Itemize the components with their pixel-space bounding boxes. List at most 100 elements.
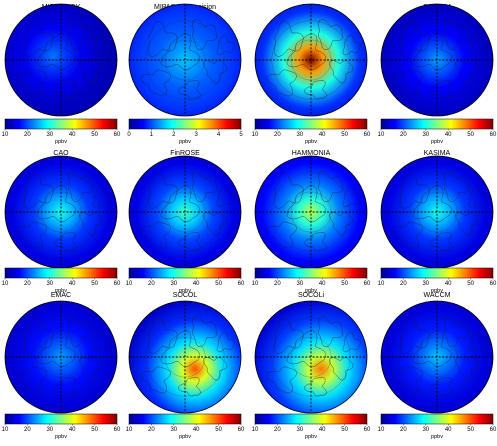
colorbar-tick-label: 10 bbox=[2, 132, 9, 138]
colorbar-tick-label: 30 bbox=[422, 132, 429, 138]
colorbar-tick-label: 60 bbox=[114, 427, 121, 433]
colorbar-tick-label: 60 bbox=[490, 281, 497, 287]
panel-3: B2dM102030405060ppbv bbox=[252, 3, 371, 145]
colorbar bbox=[4, 118, 118, 130]
colorbar-tick-label: 50 bbox=[91, 132, 98, 138]
colorbar-tick-label: 50 bbox=[91, 281, 98, 287]
colorbar bbox=[128, 118, 242, 130]
colorbar-tick-label: 5 bbox=[239, 132, 243, 138]
colorbar-tick-label: 30 bbox=[296, 427, 303, 433]
panel-title: KASIMA bbox=[424, 150, 451, 157]
colorbar-unit-label: ppbv bbox=[179, 288, 191, 294]
colorbar-tick-label: 60 bbox=[490, 427, 497, 433]
colorbar-tick-label: 40 bbox=[445, 281, 452, 287]
colorbar-tick-label: 50 bbox=[215, 281, 222, 287]
panel-9: EMAC 10 20 30 40 50 60 ppbv bbox=[2, 292, 121, 440]
panel-8: KASIMA 10 20 30 40 50 60 ppbv bbox=[378, 150, 497, 294]
colorbar-tick-label: 10 bbox=[378, 427, 385, 433]
colorbar-tick-label: 30 bbox=[46, 132, 53, 138]
colorbar-tick-label: 1 bbox=[150, 132, 154, 138]
colorbar-tick-label: 30 bbox=[422, 281, 429, 287]
colorbar-tick-label: 30 bbox=[422, 427, 429, 433]
panel-title: FinROSE bbox=[170, 150, 200, 157]
colorbar-tick-label: 40 bbox=[69, 281, 76, 287]
panel-2: MIPAS av. precision012345ppbv bbox=[127, 3, 243, 145]
colorbar-tick-label: 40 bbox=[319, 427, 326, 433]
colorbar-tick-label: 50 bbox=[341, 427, 348, 433]
colorbar-tick-label: 60 bbox=[490, 132, 497, 138]
panel-title: SOCOLi bbox=[298, 292, 325, 299]
colorbar bbox=[380, 118, 494, 130]
colorbar-tick-label: 20 bbox=[24, 427, 31, 433]
colorbar-tick-label: 10 bbox=[378, 132, 385, 138]
colorbar-tick-label: 40 bbox=[319, 281, 326, 287]
colorbar-tick-label: 10 bbox=[126, 281, 133, 287]
colorbar-tick-label: 30 bbox=[296, 281, 303, 287]
colorbar-tick-label: 20 bbox=[148, 281, 155, 287]
colorbar bbox=[380, 267, 494, 279]
coastlines bbox=[392, 171, 487, 252]
colorbar-unit-label: ppbv bbox=[305, 139, 317, 145]
colorbar-unit-label: ppbv bbox=[55, 288, 67, 294]
colorbar-tick-label: 10 bbox=[126, 427, 133, 433]
panel-title: HAMMONIA bbox=[292, 150, 331, 157]
colorbar-tick-label: 60 bbox=[238, 281, 245, 287]
colorbar-unit-label: ppbv bbox=[179, 434, 191, 440]
colorbar bbox=[4, 413, 118, 425]
colorbar-tick-label: 20 bbox=[148, 427, 155, 433]
panel-title: WACCM bbox=[424, 292, 451, 299]
colorbar-tick-label: 60 bbox=[114, 281, 121, 287]
colorbar-unit-label: ppbv bbox=[305, 288, 317, 294]
colorbar-tick-label: 40 bbox=[445, 427, 452, 433]
colorbar-tick-label: 10 bbox=[252, 281, 259, 287]
panel-7: HAMMONIA 10 20 30 40 50 60 ppbv bbox=[252, 150, 371, 294]
colorbar-tick-label: 60 bbox=[364, 281, 371, 287]
panel-1: MIPAS NOY102030405060ppbv bbox=[2, 3, 121, 145]
colorbar-tick-label: 50 bbox=[215, 427, 222, 433]
colorbar-tick-label: 20 bbox=[24, 132, 31, 138]
colorbar-tick-label: 20 bbox=[274, 281, 281, 287]
panel-5: CAO 10 20 30 40 50 60 ppbv bbox=[2, 150, 121, 294]
colorbar-tick-label: 50 bbox=[341, 132, 348, 138]
colorbar-tick-label: 40 bbox=[193, 281, 200, 287]
colorbar-tick-label: 20 bbox=[274, 132, 281, 138]
colorbar-tick-label: 20 bbox=[400, 427, 407, 433]
panel-12: WACCM 10 20 30 40 50 60 ppbv bbox=[378, 292, 497, 440]
panel-4: B3dCTM102030405060ppbv bbox=[378, 3, 497, 145]
panel-6: FinROSE 10 20 30 40 50 60 ppbv bbox=[126, 150, 245, 294]
colorbar-unit-label: ppbv bbox=[431, 288, 443, 294]
colorbar-tick-label: 50 bbox=[341, 281, 348, 287]
colorbar-tick-label: 60 bbox=[238, 427, 245, 433]
colorbar-tick-label: 3 bbox=[195, 132, 199, 138]
colorbar-tick-label: 20 bbox=[400, 281, 407, 287]
colorbar-tick-label: 30 bbox=[170, 427, 177, 433]
panel-10: SOCOL 10 20 30 40 50 60 ppbv bbox=[126, 292, 245, 440]
colorbar-tick-label: 20 bbox=[24, 281, 31, 287]
colorbar-tick-label: 40 bbox=[69, 132, 76, 138]
colorbar-tick-label: 50 bbox=[467, 281, 474, 287]
colorbar bbox=[128, 413, 242, 425]
colorbar-tick-label: 20 bbox=[400, 132, 407, 138]
colorbar-unit-label: ppbv bbox=[179, 139, 191, 145]
colorbar bbox=[380, 413, 494, 425]
colorbar-tick-label: 50 bbox=[467, 427, 474, 433]
colorbar-tick-label: 50 bbox=[467, 132, 474, 138]
colorbar bbox=[254, 413, 368, 425]
colorbar-tick-label: 10 bbox=[2, 427, 9, 433]
colorbar-tick-label: 10 bbox=[252, 427, 259, 433]
panel-title: CAO bbox=[53, 150, 69, 157]
panel-title: EMAC bbox=[51, 292, 71, 299]
colorbar-tick-label: 30 bbox=[46, 281, 53, 287]
colorbar-tick-label: 30 bbox=[46, 427, 53, 433]
colorbar-tick-label: 50 bbox=[91, 427, 98, 433]
colorbar-tick-label: 0 bbox=[127, 132, 131, 138]
colorbar-tick-label: 40 bbox=[319, 132, 326, 138]
colorbar-unit-label: ppbv bbox=[431, 139, 443, 145]
colorbar bbox=[4, 267, 118, 279]
colorbar-tick-label: 40 bbox=[193, 427, 200, 433]
colorbar-tick-label: 4 bbox=[217, 132, 221, 138]
colorbar-unit-label: ppbv bbox=[431, 434, 443, 440]
colorbar-tick-label: 10 bbox=[2, 281, 9, 287]
colorbar-tick-label: 10 bbox=[378, 281, 385, 287]
